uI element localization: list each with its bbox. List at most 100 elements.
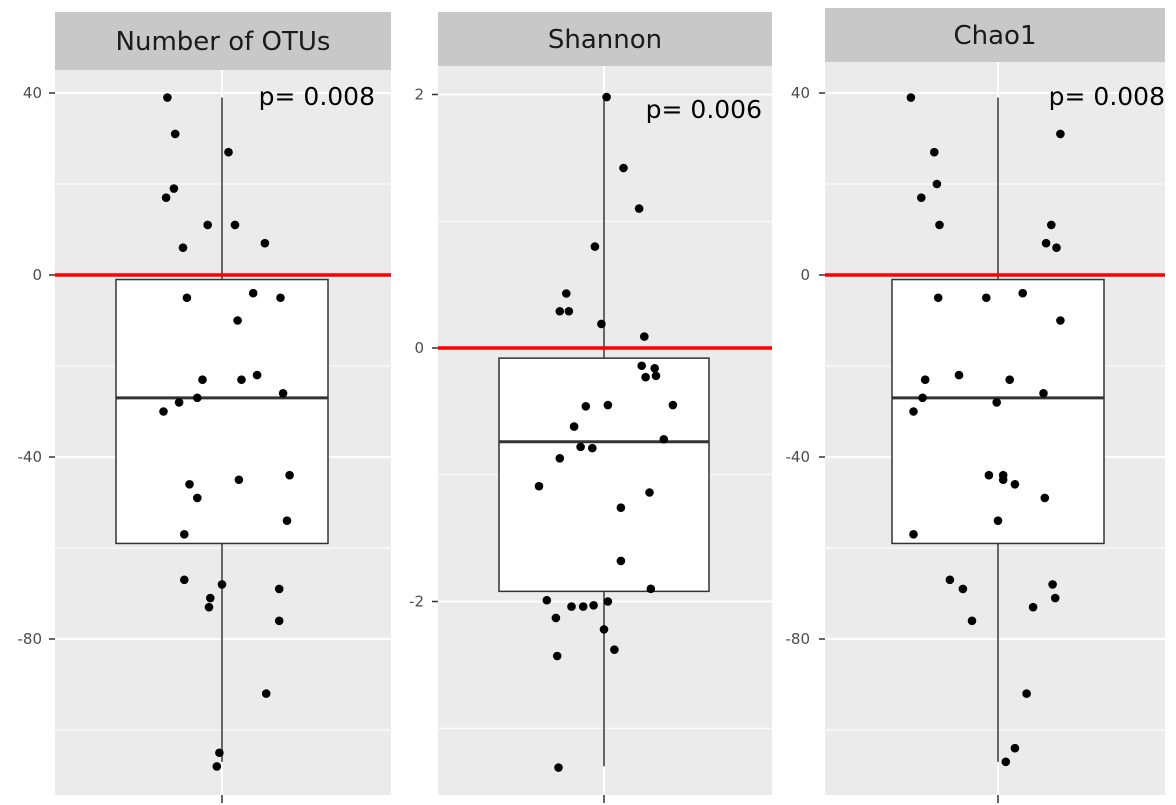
data-point [215,748,224,758]
data-point [1047,220,1056,230]
box-iqr [498,357,710,593]
data-point [930,147,939,157]
data-point [182,293,192,303]
data-point [1010,743,1020,753]
data-point [917,193,926,202]
data-point [1005,375,1014,384]
data-point [193,493,202,503]
data-point [982,293,991,303]
data-point [984,470,994,480]
y-tick-label: 2 [414,86,424,104]
facet-strip [438,12,772,66]
data-point [261,689,271,698]
data-point [906,93,916,102]
data-point [260,238,270,248]
data-point [169,184,179,193]
panel-2: Shannon 2 0 -2 p= 0.006 [409,12,772,803]
y-tick-label: 0 [414,339,424,357]
data-point [217,580,227,589]
y-tick-label: 40 [791,84,810,102]
data-point [645,488,654,497]
data-point [274,616,284,626]
data-point [274,584,284,594]
data-point [282,516,292,525]
data-point [234,475,244,485]
data-point [1040,493,1050,503]
data-point [616,556,626,566]
data-point [935,220,944,230]
data-point [619,163,628,173]
data-point [567,602,576,611]
y-tick-label: -2 [409,593,424,611]
data-point [285,470,294,480]
data-point [203,220,212,230]
data-point [659,434,669,444]
y-tick-label: 0 [32,266,42,284]
data-point [597,319,606,329]
data-point [954,370,964,380]
data-point [640,332,649,341]
data-point [552,651,562,661]
data-point [159,407,168,416]
facet-strip [825,8,1165,62]
data-point [998,475,1008,485]
data-point [562,289,571,298]
y-tick-label: -80 [18,630,43,648]
data-point [932,179,942,189]
data-point [918,393,927,403]
data-point [588,443,597,453]
data-point [599,625,609,634]
data-point [178,243,188,252]
data-point [193,393,202,403]
data-point [161,193,171,202]
p-value-annotation: p= 0.008 [1049,82,1165,111]
data-point [198,375,207,384]
data-point [174,398,184,407]
data-point [1028,602,1038,612]
data-point [233,316,242,325]
data-point [578,602,588,611]
data-point [650,363,659,373]
data-point [555,306,565,316]
panel-3: Chao1 40 0 -40 -80 p= 0.008 [786,8,1165,803]
data-point [603,400,613,410]
data-point [276,293,285,303]
data-point [933,293,943,303]
data-point [180,530,189,539]
data-point [204,602,214,612]
data-point [993,516,1003,525]
data-point [1041,238,1051,248]
data-point [1018,288,1027,298]
data-point [992,398,1001,407]
data-point [252,370,262,380]
data-point [920,375,930,384]
panel-1: Number of OTUs 40 0 -40 -80 p= 0.008 [18,12,391,803]
facet-strip-title: Shannon [548,25,662,55]
data-point [542,595,552,605]
data-point [641,372,650,382]
data-point [1001,757,1011,767]
data-point [1056,316,1065,325]
y-tick-label: 0 [800,266,810,284]
box-iqr [115,278,329,545]
y-tick-label: 40 [23,84,42,102]
data-point [230,220,240,230]
y-tick-label: -40 [18,448,43,466]
y-tick-label: -80 [786,630,811,648]
data-point [1052,243,1061,252]
data-point [668,400,678,410]
facet-strip-title: Number of OTUs [116,27,331,57]
data-point [180,575,189,585]
data-point [185,480,194,489]
data-point [569,422,579,431]
data-point [634,204,644,213]
data-point [1039,389,1048,398]
facet-strip [55,12,391,70]
data-point [248,288,258,298]
data-point [554,763,563,772]
p-value-annotation: p= 0.008 [259,82,375,111]
data-point [224,147,233,157]
data-point [206,593,215,603]
data-point [589,601,598,610]
